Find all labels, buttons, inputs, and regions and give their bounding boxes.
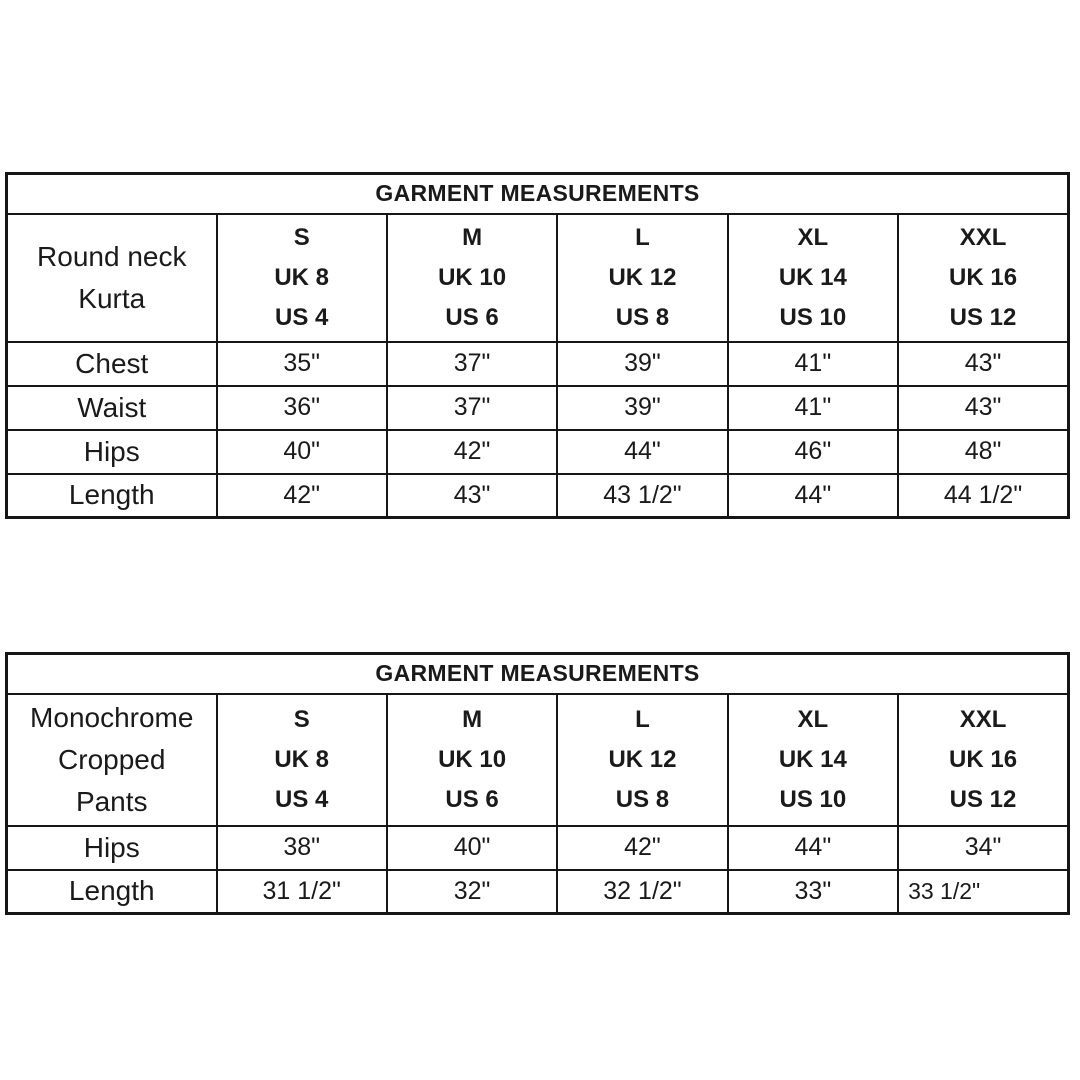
size-label: S bbox=[293, 223, 310, 251]
size-header-l: L UK 12 US 8 bbox=[556, 212, 729, 343]
measurement-value: 33 1/2" bbox=[897, 868, 1070, 915]
size-label: XXL bbox=[959, 705, 1007, 733]
measurement-value: 37" bbox=[385, 340, 559, 387]
us-size: US 4 bbox=[275, 785, 329, 813]
size-label: XL bbox=[797, 705, 829, 733]
measurement-value: 31 1/2" bbox=[215, 868, 388, 915]
size-header-s: S UK 8 US 4 bbox=[215, 692, 388, 827]
measurement-value: 40" bbox=[215, 428, 388, 475]
measurement-value: 41" bbox=[726, 384, 900, 431]
product-name-line: Cropped bbox=[58, 743, 166, 775]
measurement-value: 34" bbox=[897, 824, 1070, 871]
table-title: GARMENT MEASUREMENTS bbox=[5, 652, 1070, 695]
us-size: US 12 bbox=[949, 303, 1017, 331]
size-label: S bbox=[293, 705, 310, 733]
us-size: US 6 bbox=[445, 303, 499, 331]
measurement-value: 32" bbox=[385, 868, 559, 915]
us-size: US 8 bbox=[615, 303, 670, 331]
measurement-value: 43" bbox=[897, 384, 1070, 431]
measurement-value: 44 1/2" bbox=[897, 472, 1070, 519]
uk-size: UK 14 bbox=[778, 745, 847, 773]
table-row-hips: Hips 40" 42" 44" 46" 48" bbox=[5, 428, 1070, 475]
measurement-value: 44" bbox=[726, 472, 900, 519]
table-title-row: GARMENT MEASUREMENTS bbox=[5, 652, 1070, 695]
measurement-value: 41" bbox=[726, 340, 900, 387]
measurement-value: 43" bbox=[385, 472, 559, 519]
size-label: M bbox=[462, 223, 483, 251]
table-row-chest: Chest 35" 37" 39" 41" 43" bbox=[5, 340, 1070, 387]
measurement-value: 36" bbox=[215, 384, 388, 431]
table-title-row: GARMENT MEASUREMENTS bbox=[5, 172, 1070, 215]
uk-size: UK 16 bbox=[949, 745, 1018, 773]
row-label: Waist bbox=[5, 384, 218, 431]
table-title: GARMENT MEASUREMENTS bbox=[5, 172, 1070, 215]
uk-size: UK 16 bbox=[949, 263, 1018, 291]
product-name-line: Round neck bbox=[37, 240, 187, 272]
us-size: US 6 bbox=[445, 785, 499, 813]
measurement-value: 40" bbox=[385, 824, 559, 871]
size-header-s: S UK 8 US 4 bbox=[215, 212, 388, 343]
table-row-hips: Hips 38" 40" 42" 44" 34" bbox=[5, 824, 1070, 871]
uk-size: UK 8 bbox=[274, 263, 330, 291]
size-header-l: L UK 12 US 8 bbox=[556, 692, 729, 827]
uk-size: UK 12 bbox=[608, 263, 677, 291]
row-label: Length bbox=[5, 868, 218, 915]
measurement-value: 39" bbox=[556, 384, 729, 431]
measurement-value: 44" bbox=[556, 428, 729, 475]
size-header-xxl: XXL UK 16 US 12 bbox=[897, 212, 1070, 343]
size-header-xl: XL UK 14 US 10 bbox=[726, 212, 900, 343]
size-label: M bbox=[462, 705, 483, 733]
product-name-line: Pants bbox=[75, 785, 148, 817]
size-label: L bbox=[635, 223, 650, 251]
measurement-value: 43" bbox=[897, 340, 1070, 387]
measurement-value: 33" bbox=[726, 868, 900, 915]
size-header-m: M UK 10 US 6 bbox=[385, 692, 559, 827]
uk-size: UK 12 bbox=[608, 745, 677, 773]
product-name-line: Kurta bbox=[78, 282, 146, 314]
measurement-value: 42" bbox=[556, 824, 729, 871]
size-header-xl: XL UK 14 US 10 bbox=[726, 692, 900, 827]
row-label: Length bbox=[5, 472, 218, 519]
measurement-value: 42" bbox=[215, 472, 388, 519]
row-label: Hips bbox=[5, 824, 218, 871]
measurement-value: 37" bbox=[385, 384, 559, 431]
measurement-value: 42" bbox=[385, 428, 559, 475]
measurement-value: 32 1/2" bbox=[556, 868, 729, 915]
size-header-xxl: XXL UK 16 US 12 bbox=[897, 692, 1070, 827]
measurement-value: 46" bbox=[726, 428, 900, 475]
uk-size: UK 10 bbox=[438, 745, 507, 773]
us-size: US 12 bbox=[949, 785, 1017, 813]
uk-size: UK 10 bbox=[438, 263, 507, 291]
table-row-waist: Waist 36" 37" 39" 41" 43" bbox=[5, 384, 1070, 431]
uk-size: UK 8 bbox=[274, 745, 330, 773]
row-label: Hips bbox=[5, 428, 218, 475]
size-label: XXL bbox=[959, 223, 1007, 251]
size-label: XL bbox=[797, 223, 829, 251]
measurement-value: 39" bbox=[556, 340, 729, 387]
us-size: US 10 bbox=[779, 303, 847, 331]
measurement-value: 38" bbox=[215, 824, 388, 871]
kurta-size-chart: GARMENT MEASUREMENTS Round neck Kurta S … bbox=[5, 172, 1070, 519]
us-size: US 4 bbox=[275, 303, 329, 331]
pants-size-chart: GARMENT MEASUREMENTS Monochrome Cropped … bbox=[5, 652, 1070, 915]
size-header-row: Round neck Kurta S UK 8 US 4 M UK 10 US … bbox=[5, 212, 1070, 343]
product-name: Monochrome Cropped Pants bbox=[5, 692, 218, 827]
product-name-line: Monochrome bbox=[30, 701, 194, 733]
us-size: US 8 bbox=[615, 785, 670, 813]
measurement-value: 35" bbox=[215, 340, 388, 387]
table-row-length: Length 42" 43" 43 1/2" 44" 44 1/2" bbox=[5, 472, 1070, 519]
us-size: US 10 bbox=[779, 785, 847, 813]
measurement-value: 48" bbox=[897, 428, 1070, 475]
size-header-row: Monochrome Cropped Pants S UK 8 US 4 M U… bbox=[5, 692, 1070, 827]
row-label: Chest bbox=[5, 340, 218, 387]
uk-size: UK 14 bbox=[778, 263, 847, 291]
size-header-m: M UK 10 US 6 bbox=[385, 212, 559, 343]
measurement-value: 43 1/2" bbox=[556, 472, 729, 519]
table-row-length: Length 31 1/2" 32" 32 1/2" 33" 33 1/2" bbox=[5, 868, 1070, 915]
measurement-value: 44" bbox=[726, 824, 900, 871]
size-label: L bbox=[635, 705, 650, 733]
product-name: Round neck Kurta bbox=[5, 212, 218, 343]
